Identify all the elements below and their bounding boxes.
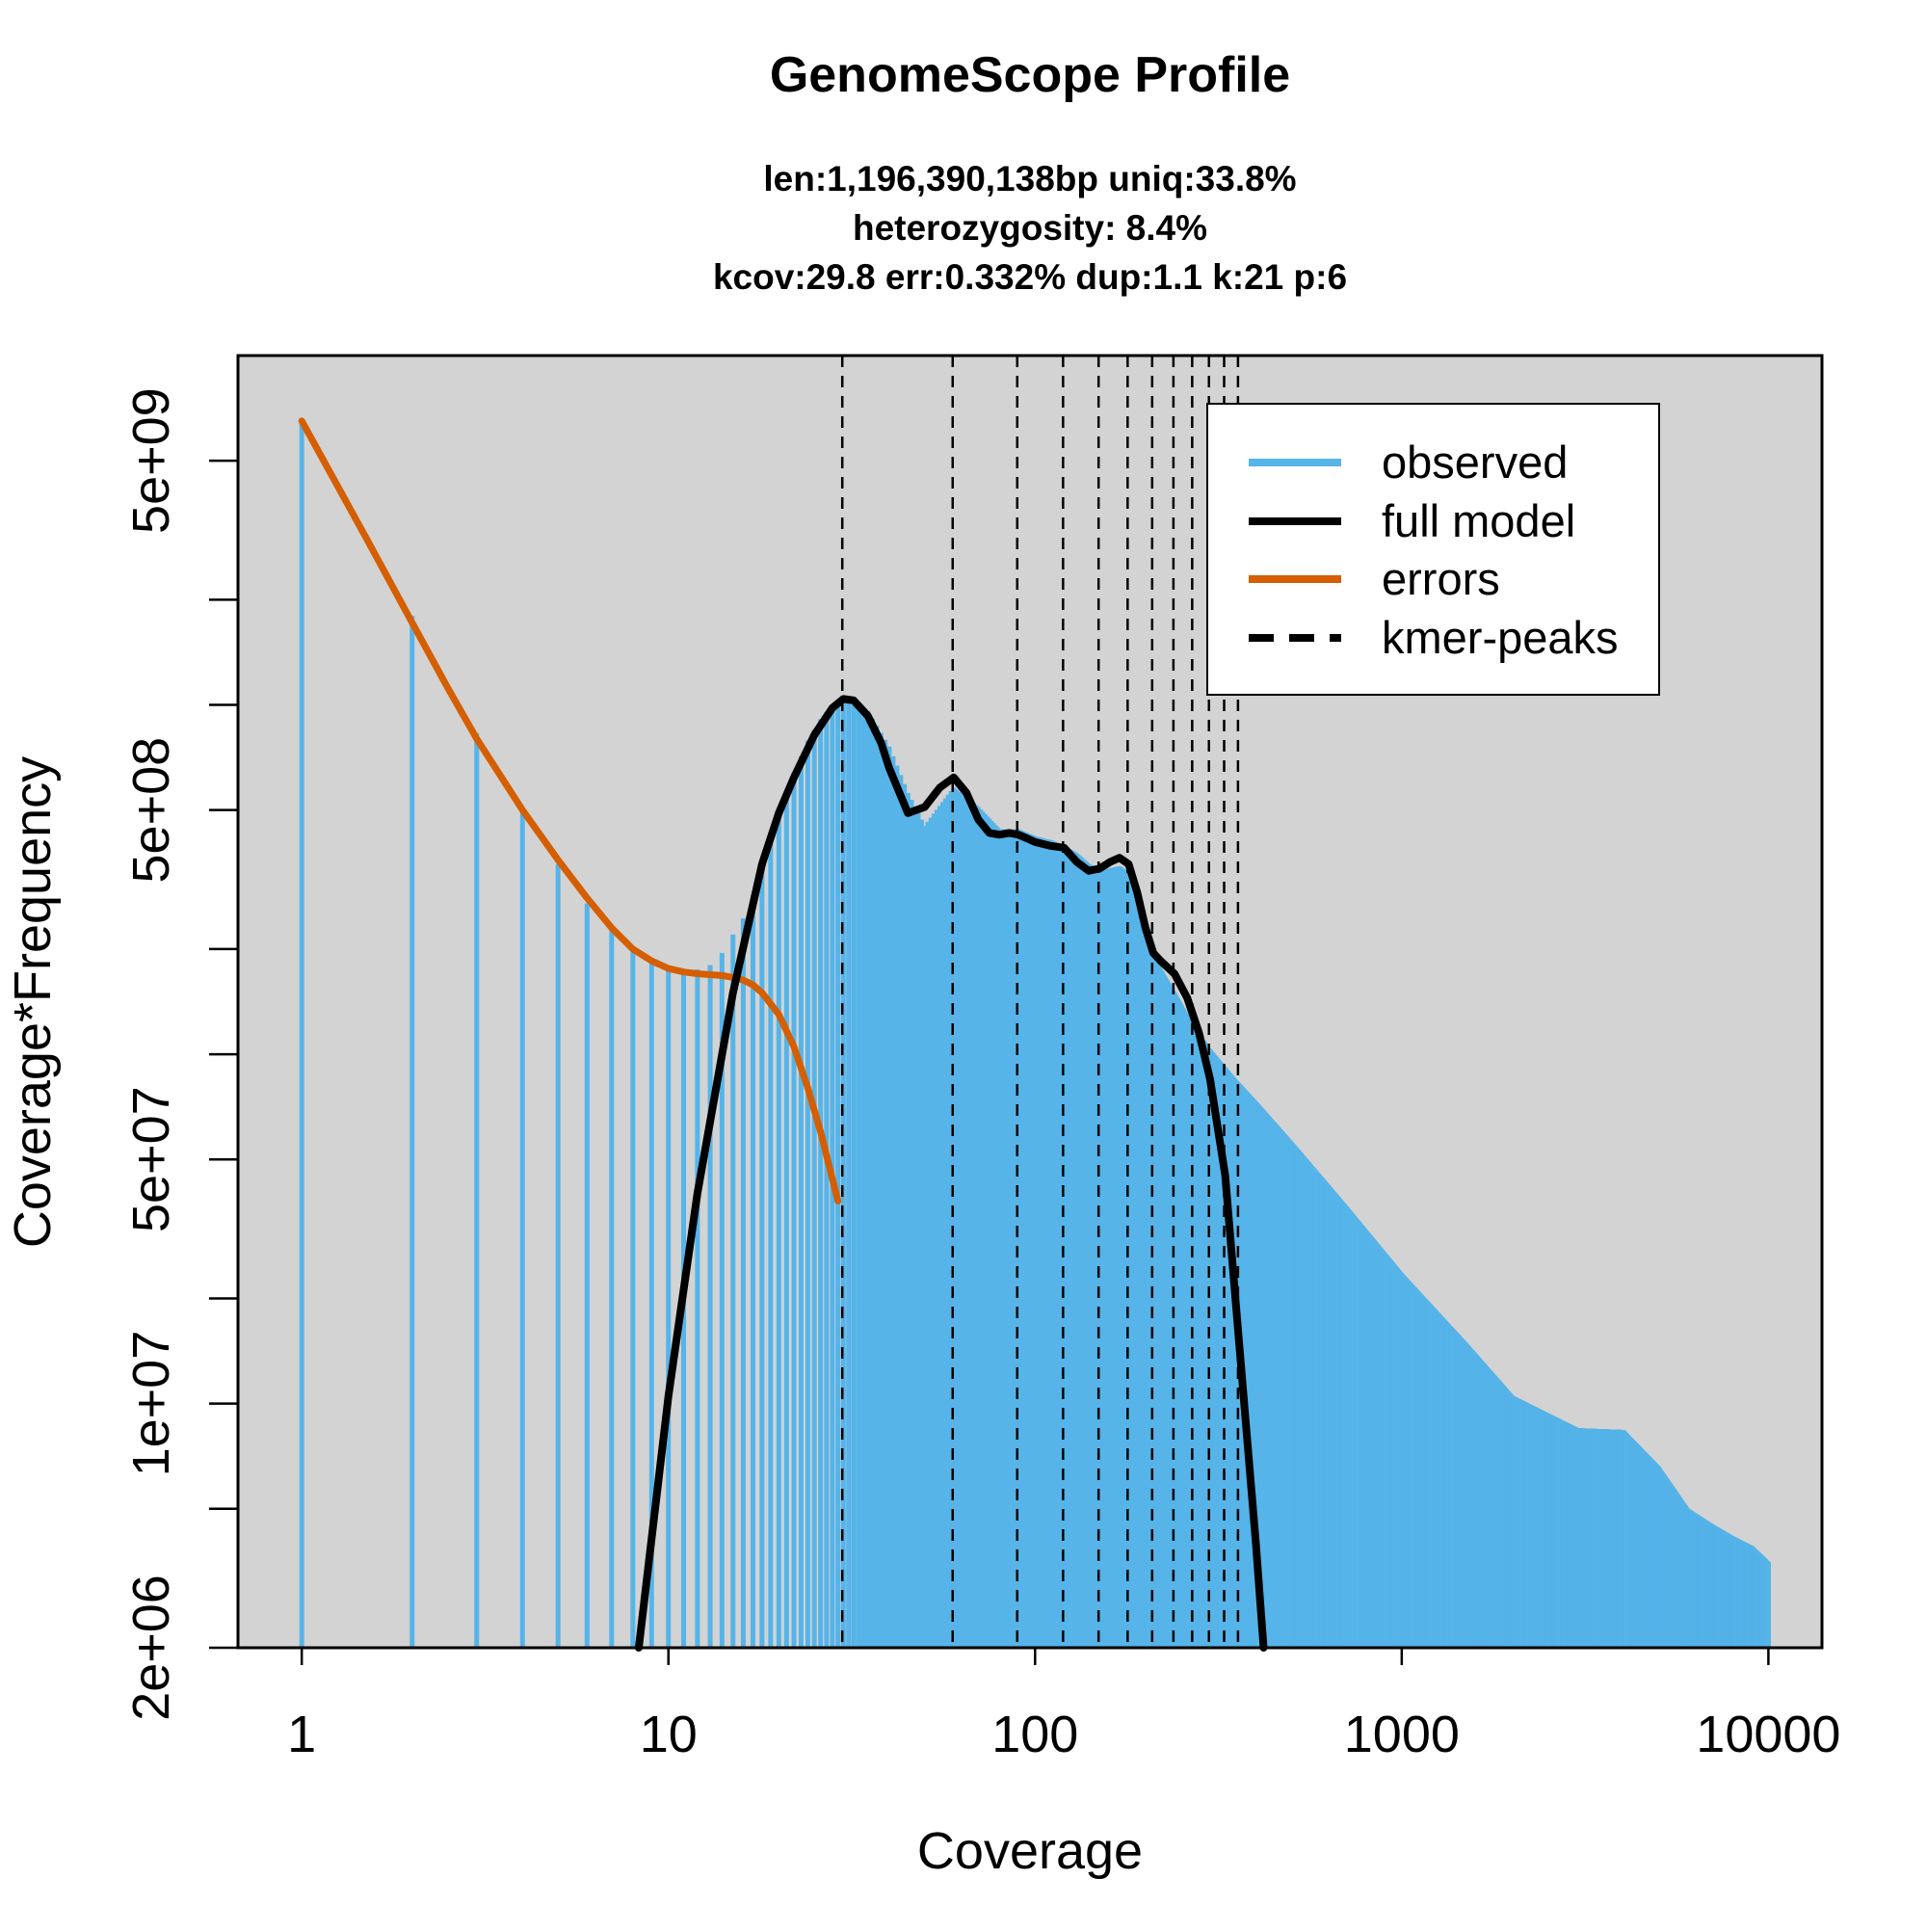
chart-subtitle-line-2: heterozygosity: 8.4%	[853, 208, 1207, 248]
chart-subtitle-line-1: len:1,196,390,138bp uniq:33.8%	[763, 159, 1296, 198]
chart-title: GenomeScope Profile	[770, 47, 1290, 103]
chart-subtitle-line-3: kcov:29.8 err:0.332% dup:1.1 k:21 p:6	[713, 257, 1347, 297]
